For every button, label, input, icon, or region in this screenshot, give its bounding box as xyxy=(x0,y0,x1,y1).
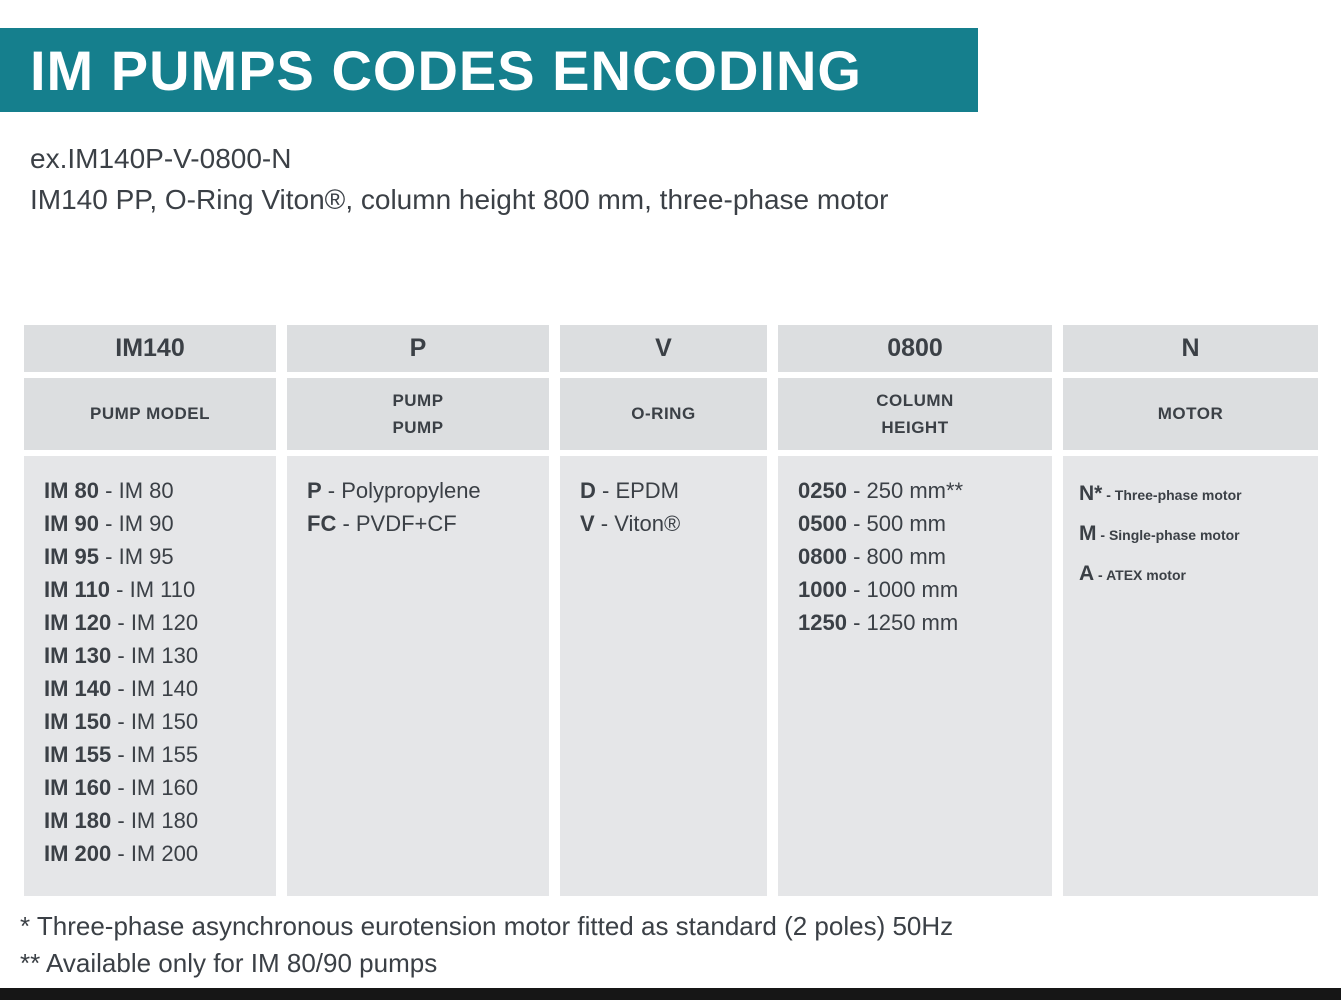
entry-code: IM 120 xyxy=(44,610,112,635)
code-entry: FC - PVDF+CF xyxy=(307,507,543,540)
entry-code: IM 110 xyxy=(44,577,111,602)
column-code: N xyxy=(1063,325,1318,372)
entry-code: 0250 xyxy=(798,478,847,503)
column-body: D - EPDM V - Viton® xyxy=(560,456,767,896)
entry-desc: - IM 130 xyxy=(111,643,199,668)
entry-code: IM 160 xyxy=(44,775,112,800)
entry-code: P xyxy=(307,478,322,503)
entry-desc: - IM 150 xyxy=(111,709,199,734)
entry-desc: - IM 120 xyxy=(111,610,199,635)
entry-desc: - PVDF+CF xyxy=(336,511,457,536)
code-entry: 1000 - 1000 mm xyxy=(798,573,1046,606)
code-entry: 0500 - 500 mm xyxy=(798,507,1046,540)
footnote-1: * Three-phase asynchronous eurotension m… xyxy=(20,911,954,941)
column-code: IM140 xyxy=(24,325,276,372)
column-label: PUMP PUMP xyxy=(287,378,549,450)
code-entry: IM 110 - IM 110 xyxy=(44,573,270,606)
entry-code: 1250 xyxy=(798,610,847,635)
entry-desc: - 800 mm xyxy=(846,544,946,569)
entry-desc: - Single-phase motor xyxy=(1096,527,1240,543)
entry-desc: - 1250 mm xyxy=(846,610,959,635)
code-entry: N* - Three-phase motor xyxy=(1079,474,1312,514)
entry-code: 0800 xyxy=(798,544,847,569)
entry-code: A xyxy=(1079,562,1095,585)
entry-desc: - IM 140 xyxy=(111,676,199,701)
code-entry: IM 130 - IM 130 xyxy=(44,639,270,672)
entry-code: N* xyxy=(1079,482,1103,505)
entry-code: 0500 xyxy=(798,511,847,536)
entry-desc: - IM 155 xyxy=(111,742,199,767)
code-entry: 0800 - 800 mm xyxy=(798,540,1046,573)
entry-code: IM 95 xyxy=(44,544,100,569)
entry-desc: - IM 95 xyxy=(99,544,174,569)
entry-desc: - 1000 mm xyxy=(846,577,959,602)
example-description: IM140 PP, O-Ring Viton®, column height 8… xyxy=(30,184,889,215)
code-entry: IM 80 - IM 80 xyxy=(44,474,270,507)
entry-desc: - 250 mm** xyxy=(846,478,964,503)
code-entry: IM 155 - IM 155 xyxy=(44,738,270,771)
entry-desc: - 500 mm xyxy=(846,511,946,536)
page-title-banner: IM PUMPS CODES ENCODING xyxy=(0,28,978,112)
entry-code: IM 180 xyxy=(44,808,112,833)
code-entry: D - EPDM xyxy=(580,474,761,507)
code-entry: A - ATEX motor xyxy=(1079,554,1312,594)
bottom-bar xyxy=(0,988,1341,1000)
column-code: 0800 xyxy=(778,325,1052,372)
page-title: IM PUMPS CODES ENCODING xyxy=(30,38,862,102)
entry-code: IM 155 xyxy=(44,742,112,767)
entry-code: 1000 xyxy=(798,577,847,602)
code-entry: IM 140 - IM 140 xyxy=(44,672,270,705)
entry-desc: - IM 90 xyxy=(99,511,174,536)
example-code: ex.IM140P-V-0800-N xyxy=(30,143,292,174)
entry-code: M xyxy=(1079,522,1097,545)
entry-desc: - Three-phase motor xyxy=(1102,487,1242,503)
column-label: COLUMN HEIGHT xyxy=(778,378,1052,450)
footnote-2: ** Available only for IM 80/90 pumps xyxy=(20,948,438,978)
entry-desc: - IM 200 xyxy=(111,841,199,866)
entry-code: IM 80 xyxy=(44,478,100,503)
code-entry: M - Single-phase motor xyxy=(1079,514,1312,554)
code-entry: IM 160 - IM 160 xyxy=(44,771,270,804)
code-entry: IM 90 - IM 90 xyxy=(44,507,270,540)
column-label: MOTOR xyxy=(1063,378,1318,450)
column-body: 0250 - 250 mm** 0500 - 500 mm 0800 - 800 m… xyxy=(778,456,1052,896)
codes-table: IM140 PUMP MODEL IM 80 - IM 80 IM 90 - IM 9… xyxy=(24,325,1318,896)
code-entry: 0250 - 250 mm** xyxy=(798,474,1046,507)
entry-desc: - EPDM xyxy=(595,478,680,503)
entry-code: D xyxy=(580,478,596,503)
entry-code: IM 90 xyxy=(44,511,100,536)
entry-desc: - IM 80 xyxy=(99,478,174,503)
column-code: V xyxy=(560,325,767,372)
entry-desc: - IM 180 xyxy=(111,808,199,833)
code-entry: IM 180 - IM 180 xyxy=(44,804,270,837)
entry-code: IM 130 xyxy=(44,643,112,668)
footnotes: * Three-phase asynchronous eurotension m… xyxy=(20,908,953,982)
code-entry: 1250 - 1250 mm xyxy=(798,606,1046,639)
entry-desc: - IM 110 xyxy=(110,577,196,602)
code-entry: IM 95 - IM 95 xyxy=(44,540,270,573)
column-body: N* - Three-phase motor M - Single-phase m… xyxy=(1063,456,1318,896)
column-code: P xyxy=(287,325,549,372)
code-entry: IM 120 - IM 120 xyxy=(44,606,270,639)
entry-desc: - ATEX motor xyxy=(1094,567,1186,583)
entry-code: FC xyxy=(307,511,337,536)
entry-desc: - Polypropylene xyxy=(321,478,481,503)
column-label: PUMP MODEL xyxy=(24,378,276,450)
code-entry: IM 200 - IM 200 xyxy=(44,837,270,870)
entry-code: IM 150 xyxy=(44,709,112,734)
entry-desc: - Viton® xyxy=(594,511,681,536)
column-body: P - Polypropylene FC - PVDF+CF xyxy=(287,456,549,896)
code-entry: P - Polypropylene xyxy=(307,474,543,507)
code-entry: IM 150 - IM 150 xyxy=(44,705,270,738)
column-body: IM 80 - IM 80 IM 90 - IM 90 IM 95 - IM 95 I… xyxy=(24,456,276,896)
entry-code: IM 200 xyxy=(44,841,112,866)
example-block: ex.IM140P-V-0800-N IM140 PP, O-Ring Vito… xyxy=(30,138,888,220)
code-entry: V - Viton® xyxy=(580,507,761,540)
entry-desc: - IM 160 xyxy=(111,775,199,800)
entry-code: V xyxy=(580,511,595,536)
column-label: O-RING xyxy=(560,378,767,450)
entry-code: IM 140 xyxy=(44,676,112,701)
